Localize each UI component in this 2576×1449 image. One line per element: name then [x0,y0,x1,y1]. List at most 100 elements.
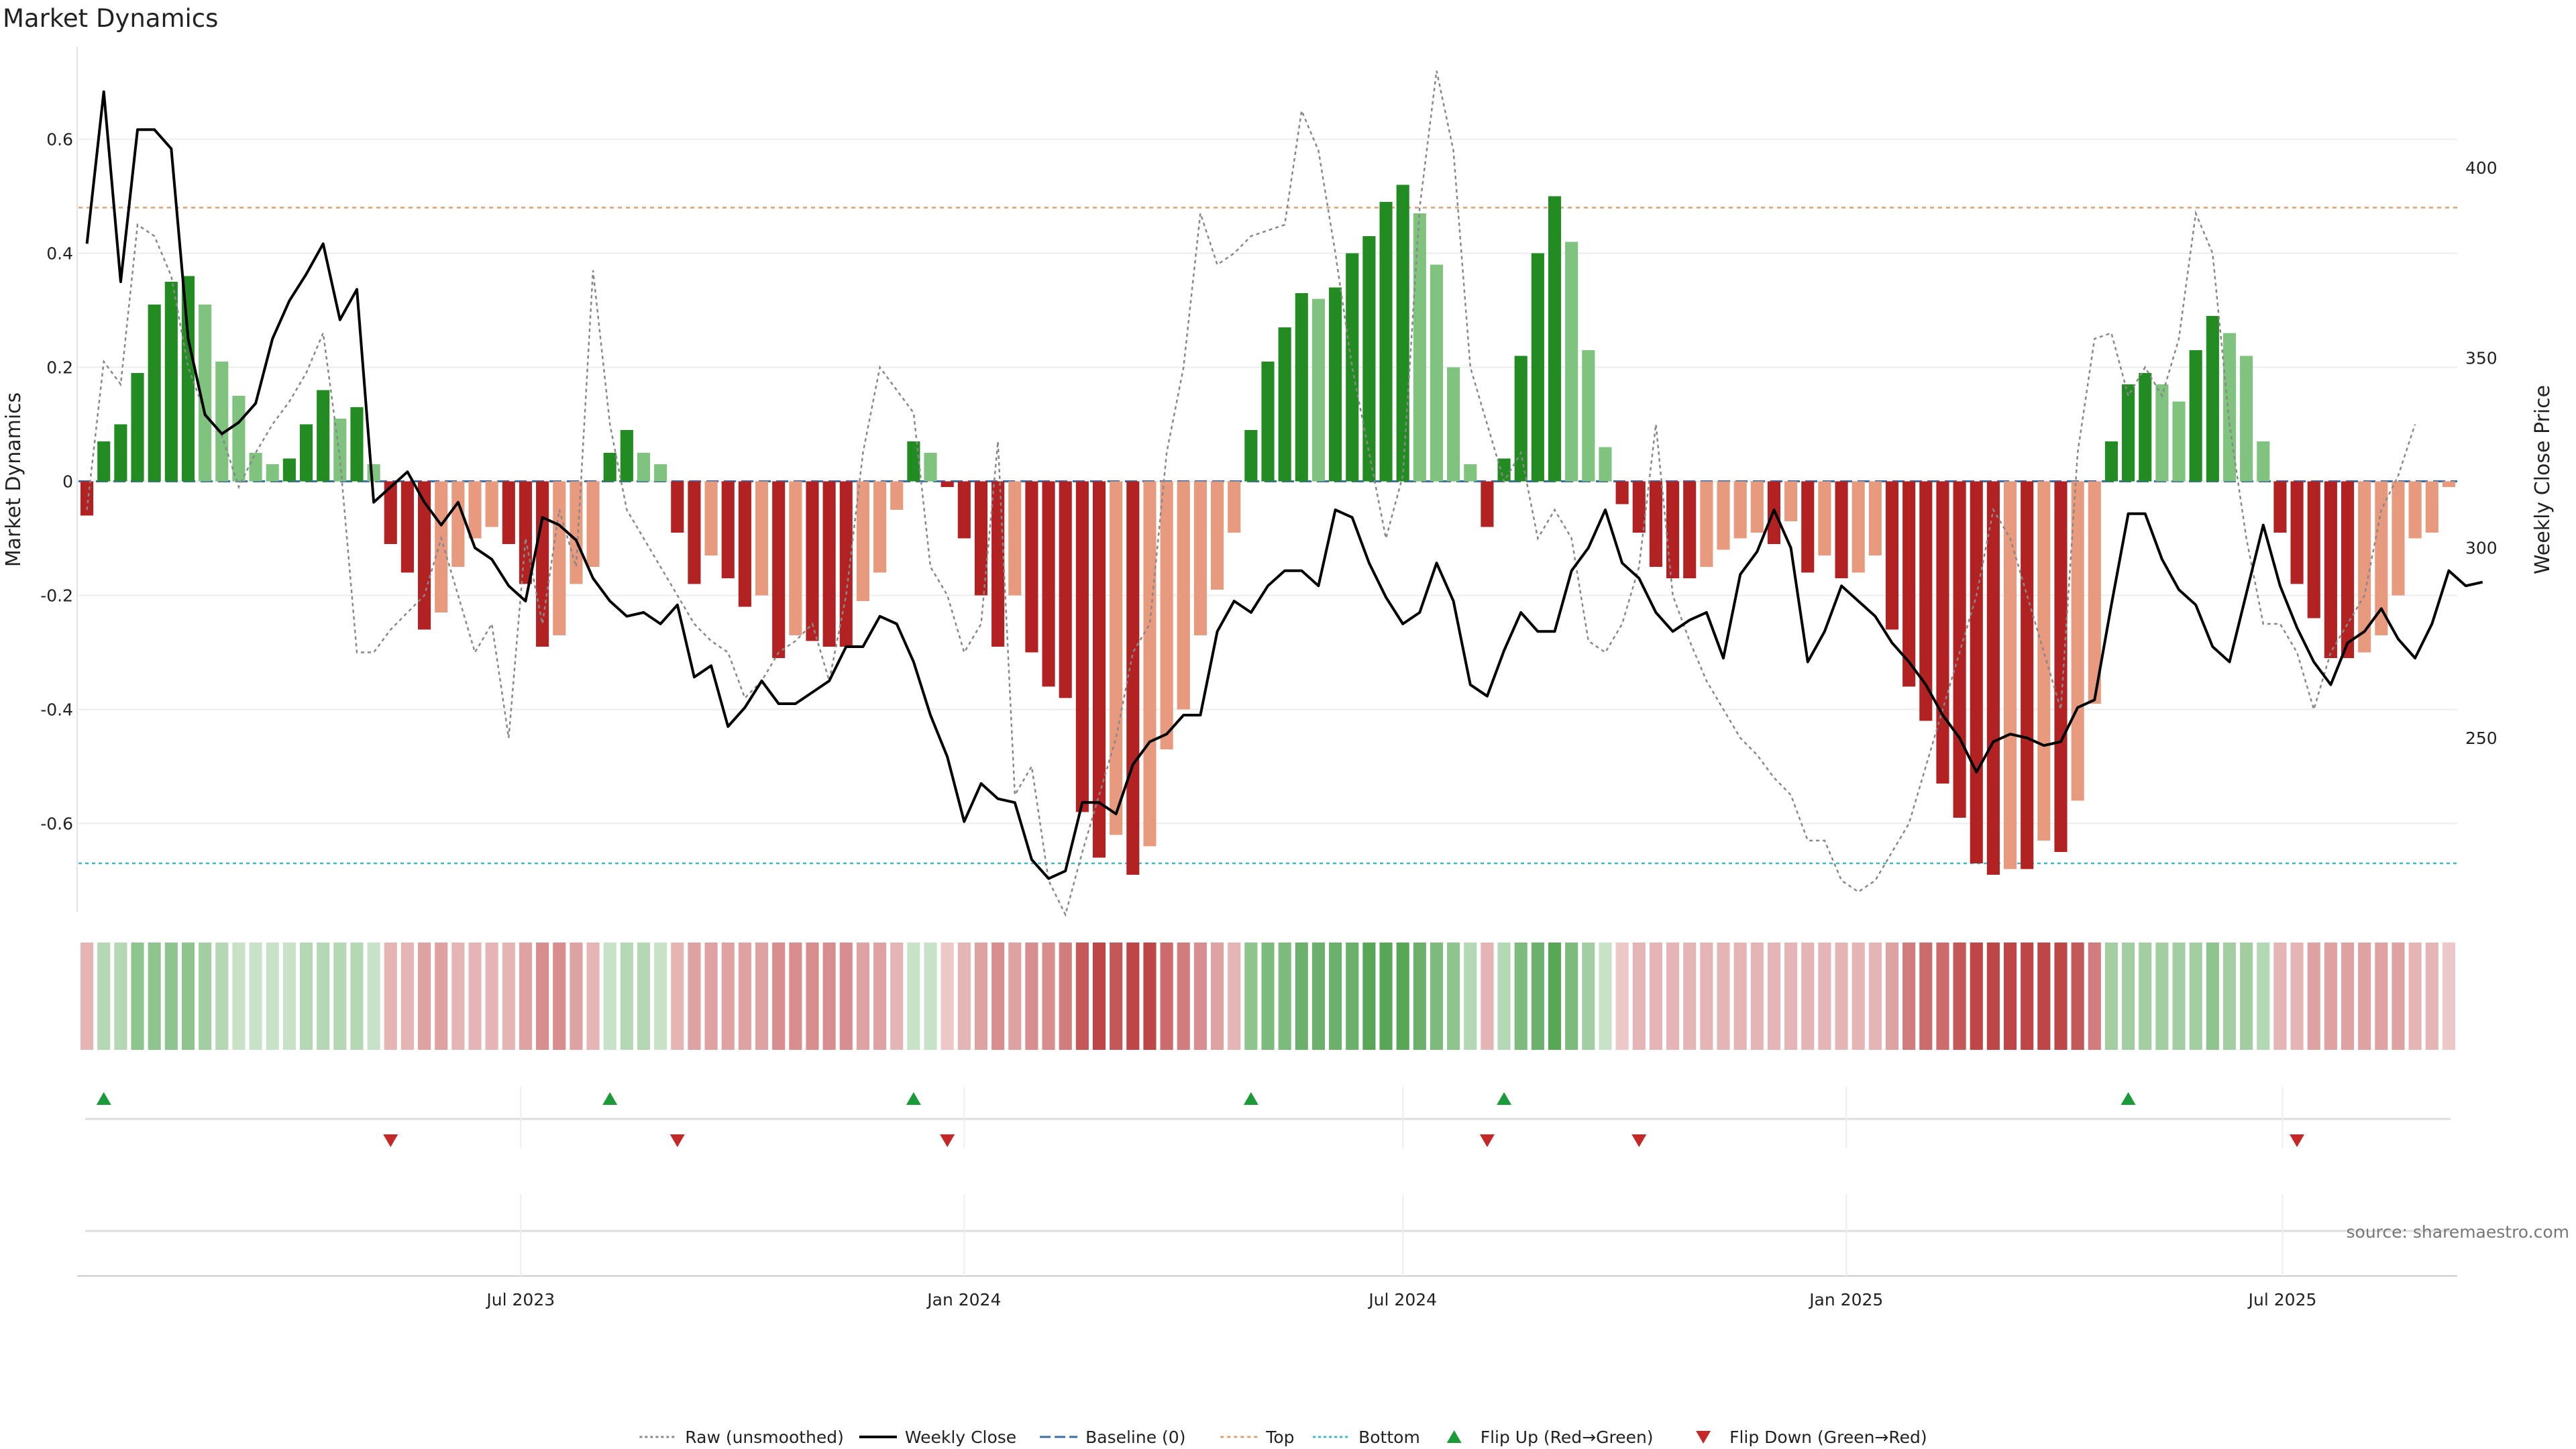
legend-item-flip_down: Flip Down (Green→Red) [1696,1428,1927,1447]
strip-cell [1902,943,1916,1050]
legend-label: Raw (unsmoothed) [685,1428,844,1447]
strip-cell [1868,943,1882,1050]
strip-cell [1666,943,1680,1050]
bar [1902,481,1916,687]
bar [1801,481,1815,573]
bar [1851,481,1865,573]
strip-cell [1278,943,1291,1050]
strip-cell [2425,943,2438,1050]
bar [2290,481,2304,584]
strip-cell [1700,943,1713,1050]
strip-cell [2408,943,2422,1050]
bar [400,481,414,573]
bar [266,464,279,482]
legend-item-raw: Raw (unsmoothed) [639,1428,844,1447]
strip-cell [1210,943,1224,1050]
bar [637,453,651,482]
raw-line-layer [86,70,2416,918]
legend-item-flip_up: Flip Up (Red→Green) [1446,1428,1654,1447]
strip-cell [1244,943,1258,1050]
strip-cell [400,943,414,1050]
strip-cell [1160,943,1173,1050]
strip-cell [1025,943,1038,1050]
strip-cell [384,943,397,1050]
bar [2307,481,2320,619]
strip-cell [2290,943,2304,1050]
strip-cell [1970,943,1983,1050]
bar [2071,481,2084,801]
strip-cell [738,943,751,1050]
strip-cell [131,943,144,1050]
bar [671,481,684,533]
bar [1970,481,1983,863]
bar [333,419,347,482]
bar [2408,481,2422,539]
strip-cell [1126,943,1140,1050]
heat-strip [80,943,2455,1050]
strip-cell [1767,943,1781,1050]
strip-cell [2307,943,2320,1050]
strip-cell [1447,943,1460,1050]
strip-cell [2442,943,2455,1050]
strip-cell [2375,943,2388,1050]
flip-down-marker [383,1134,398,1147]
strip-cell [2222,943,2237,1050]
legend-label: Baseline (0) [1085,1428,1185,1447]
strip-cell [1362,943,1376,1050]
bar [1329,287,1342,482]
flip-up-marker [2121,1092,2136,1105]
bar [1919,481,1933,721]
legend-label: Bottom [1358,1428,1420,1447]
bar [451,481,465,567]
strip-cell [839,943,853,1050]
bar [299,424,313,482]
strip-cell [1261,943,1275,1050]
bar [2003,481,2017,869]
bar [2139,373,2152,482]
bar [1464,464,1477,482]
strip-cell [249,943,262,1050]
right-tick-label: 300 [2465,539,2498,558]
strip-cell [1092,943,1106,1050]
left-tick-label: -0.2 [40,586,73,606]
bar [2122,384,2135,482]
strip-cell [1143,943,1157,1050]
strip-cell [2037,943,2051,1050]
strip-cell [2003,943,2017,1050]
strip-cell [1818,943,1831,1050]
strip-cell [772,943,786,1050]
bar [721,481,735,578]
bar [1531,253,1544,482]
bar [80,481,94,516]
strip-cell [1497,943,1511,1050]
strip-cell [1953,943,1966,1050]
source-note: source: sharemaestro.com [2347,1222,2570,1242]
right-axis-label: Weekly Close Price [2531,385,2555,574]
strip-cell [282,943,296,1050]
legend-item-bottom: Bottom [1313,1428,1420,1447]
bar [1346,253,1359,482]
legend-item-baseline: Baseline (0) [1040,1428,1185,1447]
x-tick-label: Jan 2024 [926,1290,1001,1309]
left-tick-label: 0 [62,472,73,492]
bar [2392,481,2405,596]
right-tick-label: 250 [2465,729,2498,748]
bar [1953,481,1966,818]
bar [755,481,769,596]
bar [789,481,802,635]
bar [1295,293,1308,482]
right-tick-label: 350 [2465,348,2498,368]
strip-cell [350,943,364,1050]
bar [1126,481,1140,875]
bar [1092,481,1106,858]
left-tick-label: 0.6 [46,130,73,150]
legend-item-top: Top [1220,1428,1294,1447]
bar [907,441,920,482]
strip-cell [1835,943,1848,1050]
bar [2375,481,2388,635]
bar [1818,481,1831,555]
strip-cell [1885,943,1899,1050]
bar [822,481,836,647]
bar [1311,299,1326,482]
